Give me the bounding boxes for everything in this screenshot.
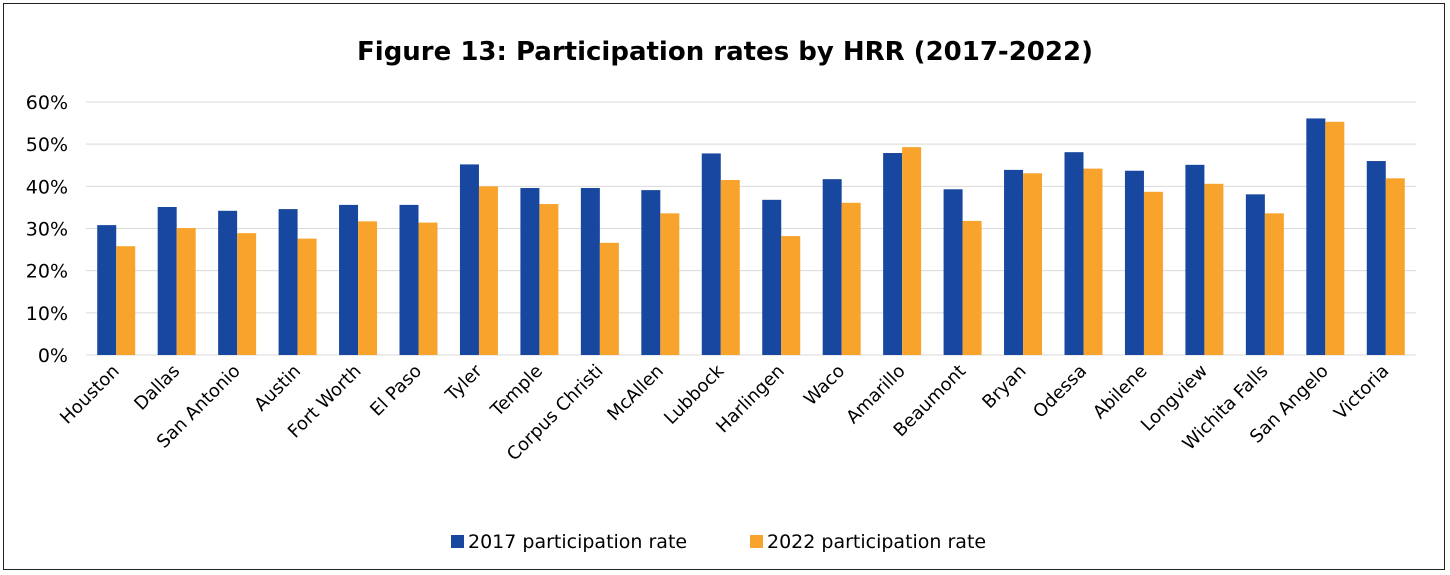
- x-category-label: Abilene: [1089, 361, 1151, 423]
- bar-2017-wichita-falls: [1245, 194, 1265, 355]
- x-category-label: Austin: [250, 361, 305, 416]
- bar-2022-longview: [1204, 183, 1224, 355]
- bar-2017-waco: [822, 179, 842, 355]
- bar-2022-mcallen: [660, 213, 680, 355]
- bar-2017-amarillo: [883, 153, 903, 355]
- bar-2017-fort-worth: [339, 204, 359, 355]
- bar-2017-abilene: [1124, 170, 1144, 355]
- x-category-label: Odessa: [1029, 361, 1091, 423]
- legend-swatch-2017: [451, 535, 464, 548]
- bar-2017-el-paso: [399, 204, 419, 355]
- x-category-label: Temple: [486, 361, 547, 422]
- legend-label-2022: 2022 participation rate: [767, 531, 986, 553]
- bar-2022-wichita-falls: [1264, 213, 1284, 355]
- bar-2022-dallas: [176, 228, 196, 355]
- chart-title: Figure 13: Participation rates by HRR (2…: [357, 37, 1093, 67]
- bar-2022-beaumont: [962, 220, 982, 355]
- x-category-label: El Paso: [366, 361, 426, 421]
- bar-2022-lubbock: [720, 180, 740, 355]
- bar-2022-corpus-christi: [599, 242, 619, 355]
- chart-frame: Figure 13: Participation rates by HRR (2…: [3, 3, 1445, 570]
- bar-2017-san-antonio: [218, 210, 238, 355]
- legend-label-2017: 2017 participation rate: [468, 531, 687, 553]
- bar-2017-odessa: [1064, 152, 1084, 355]
- y-tick-label: 10%: [26, 303, 68, 325]
- bar-2022-san-angelo: [1325, 121, 1345, 356]
- bar-2022-waco: [841, 202, 861, 355]
- x-category-label: Bryan: [978, 361, 1030, 413]
- x-category-label: Dallas: [130, 361, 184, 415]
- bar-2017-austin: [278, 209, 298, 355]
- bar-2017-longview: [1185, 164, 1205, 355]
- bar-2022-san-antonio: [237, 233, 257, 355]
- x-category-label: Tyler: [441, 360, 487, 406]
- bar-2017-bryan: [1004, 169, 1024, 355]
- bar-2017-houston: [97, 225, 117, 355]
- bar-2022-victoria: [1385, 178, 1405, 355]
- bar-2017-victoria: [1366, 161, 1386, 355]
- y-tick-label: 50%: [26, 134, 68, 156]
- bar-2022-harlingen: [781, 236, 801, 355]
- bar-2017-lubbock: [701, 153, 721, 355]
- bar-2017-mcallen: [641, 190, 661, 355]
- bar-2017-harlingen: [762, 199, 782, 355]
- bar-2022-fort-worth: [358, 221, 378, 355]
- bar-2017-temple: [520, 188, 540, 355]
- bar-2022-austin: [297, 238, 317, 355]
- bars: [97, 118, 1405, 356]
- bar-2017-san-angelo: [1306, 118, 1326, 355]
- x-category-label: Houston: [56, 361, 124, 429]
- legend-swatch-2022: [750, 535, 763, 548]
- y-tick-label: 40%: [26, 176, 68, 198]
- bar-2022-bryan: [1023, 173, 1043, 355]
- y-tick-label: 30%: [26, 219, 68, 241]
- bar-2017-dallas: [157, 206, 177, 355]
- y-tick-label: 0%: [38, 345, 68, 367]
- bar-2022-abilene: [1143, 191, 1163, 355]
- x-category-label: McAllen: [603, 361, 668, 426]
- bar-2022-temple: [539, 204, 559, 355]
- y-tick-label: 60%: [26, 92, 68, 114]
- bar-2022-amarillo: [902, 147, 922, 355]
- y-tick-label: 20%: [26, 261, 68, 283]
- bar-2022-odessa: [1083, 168, 1103, 355]
- bar-2022-tyler: [478, 186, 498, 355]
- y-axis-tick-labels: 0% 10% 20% 30% 40% 50% 60%: [26, 92, 68, 367]
- bar-2022-houston: [116, 246, 136, 355]
- legend: 2017 participation rate 2022 participatio…: [451, 531, 986, 553]
- bar-2017-corpus-christi: [580, 188, 600, 355]
- bar-2017-beaumont: [943, 189, 963, 355]
- x-category-label: Waco: [800, 361, 849, 410]
- x-category-label: Victoria: [1330, 361, 1393, 424]
- bar-2022-el-paso: [418, 222, 438, 355]
- bar-2017-tyler: [459, 164, 479, 355]
- bar-chart: Figure 13: Participation rates by HRR (2…: [26, 37, 1416, 553]
